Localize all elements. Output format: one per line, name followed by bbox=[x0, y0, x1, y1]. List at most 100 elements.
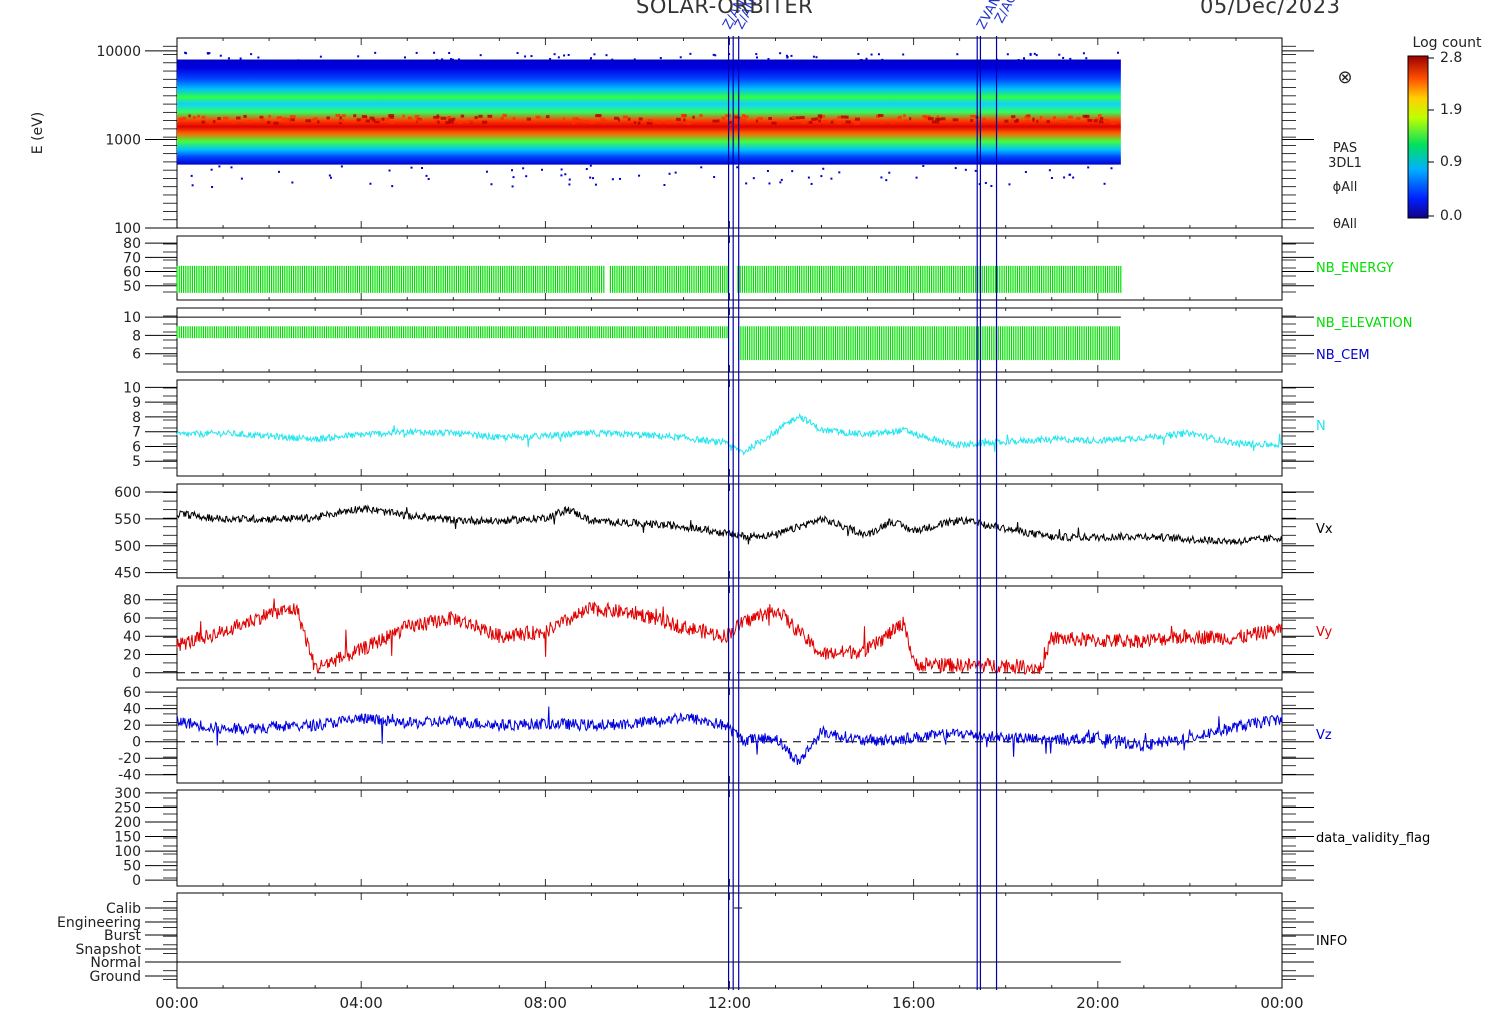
spectrogram-pixel bbox=[201, 115, 206, 119]
spectrogram-pixel bbox=[1093, 119, 1098, 123]
spectrogram-right-label: 3DL1 bbox=[1328, 156, 1362, 171]
spectrogram-pixel bbox=[374, 120, 380, 124]
spectrogram-dot bbox=[812, 55, 815, 58]
spectrogram-dot bbox=[410, 166, 413, 169]
spectrogram-pixel bbox=[389, 115, 394, 119]
time-tick-label: 12:00 bbox=[708, 994, 751, 1012]
spectrogram-dot bbox=[475, 59, 478, 62]
spectrogram-pixel bbox=[821, 119, 828, 123]
spectrogram-pixel bbox=[811, 117, 816, 121]
spectrogram-pixel bbox=[512, 116, 516, 120]
density-tick-label: 8 bbox=[132, 410, 141, 426]
panel-frame-5 bbox=[176, 585, 1283, 681]
spectrogram-pixel bbox=[739, 117, 744, 121]
spectrogram-dot bbox=[291, 181, 294, 184]
spectrogram-pixel bbox=[438, 115, 442, 119]
spectrogram-pixel bbox=[600, 117, 606, 121]
spectrogram-dot bbox=[1082, 52, 1085, 55]
colorbar-tick-label: 0.9 bbox=[1440, 154, 1462, 170]
spectrogram-pixel bbox=[414, 114, 420, 118]
spectrogram-dot bbox=[211, 186, 214, 189]
vy-tick-label: 60 bbox=[123, 611, 141, 627]
spectrogram-right-label: θAll bbox=[1333, 217, 1357, 232]
vz-label: Vz bbox=[1316, 728, 1332, 743]
spectrogram-pixel bbox=[457, 121, 462, 125]
spectrogram-pixel bbox=[259, 115, 264, 119]
spectrogram-dot bbox=[391, 185, 394, 188]
spectrogram-dot bbox=[1006, 53, 1009, 56]
spectrogram-dot bbox=[208, 52, 211, 55]
spectrogram-pixel bbox=[622, 115, 628, 119]
spectrogram-pixel bbox=[845, 115, 849, 119]
spectrogram-pixel bbox=[1036, 119, 1039, 123]
spectrogram-pixel bbox=[733, 114, 738, 118]
spectrogram-dot bbox=[567, 53, 570, 56]
spectrogram-dot bbox=[880, 176, 883, 179]
info-tick-label: Ground bbox=[90, 969, 142, 985]
validity-label: data_validity_flag bbox=[1316, 831, 1430, 846]
spectrogram-pixel bbox=[502, 113, 507, 117]
spectrogram-pixel bbox=[931, 120, 936, 124]
spectrogram-pixel bbox=[854, 117, 860, 121]
spectrogram-dot bbox=[779, 52, 782, 55]
energy-tick-label: 1000 bbox=[105, 132, 141, 148]
spectrogram-dot bbox=[859, 59, 862, 62]
spectrogram-dot bbox=[230, 166, 233, 169]
spectrogram-pixel bbox=[928, 120, 932, 124]
spectrogram-dot bbox=[563, 54, 566, 57]
spectrogram-pixel bbox=[1052, 116, 1057, 120]
spectrogram-dot bbox=[885, 179, 888, 182]
spectrogram-pixel bbox=[817, 117, 821, 121]
nb-cem-label: NB_CEM bbox=[1316, 348, 1370, 363]
density-series-line bbox=[176, 412, 1283, 456]
spectrogram-pixel bbox=[236, 116, 241, 120]
spectrogram-pixel bbox=[572, 117, 579, 121]
spectrogram-dot bbox=[1050, 176, 1053, 179]
vz-series-line bbox=[176, 706, 1283, 765]
spectrogram-dot bbox=[239, 57, 242, 60]
spectrogram-pixel bbox=[583, 119, 589, 123]
spectrogram-pixel bbox=[313, 117, 318, 121]
colorbar-tick-label: 0.0 bbox=[1440, 208, 1462, 224]
spectrogram-dot bbox=[611, 58, 614, 61]
density-tick-label: 6 bbox=[132, 439, 141, 455]
spectrogram-dot bbox=[227, 57, 230, 60]
spectrogram-dot bbox=[592, 177, 595, 180]
spectrogram-dot bbox=[277, 170, 280, 173]
spectrogram-pixel bbox=[434, 118, 439, 122]
spectrogram-pixel bbox=[627, 117, 631, 121]
spectrogram-pixel bbox=[903, 114, 906, 118]
spectrogram-pixel bbox=[673, 120, 676, 124]
spectrogram-dot bbox=[984, 181, 987, 184]
spectrogram-pixel bbox=[448, 120, 454, 124]
spectrogram-pixel bbox=[353, 114, 357, 118]
density-tick-label: 9 bbox=[132, 395, 141, 411]
spectrogram-pixel bbox=[614, 116, 619, 120]
time-tick-label: 00:00 bbox=[155, 994, 198, 1012]
colorbar-tick-label: 1.9 bbox=[1440, 102, 1462, 118]
spectrogram-dot bbox=[1110, 167, 1113, 170]
spectrogram-dot bbox=[425, 174, 428, 177]
spectrogram-pixel bbox=[460, 114, 465, 118]
spectrogram-dot bbox=[881, 58, 884, 61]
spectrogram-pixel bbox=[924, 116, 929, 120]
spectrogram-dot bbox=[219, 54, 222, 57]
spectrogram-dot bbox=[479, 54, 482, 57]
spectrogram-pixel bbox=[837, 115, 841, 119]
spectrogram-pixel bbox=[223, 116, 229, 120]
spectrogram-dot bbox=[1035, 54, 1038, 57]
spectrogram-pixel bbox=[666, 120, 672, 124]
spectrogram-dot bbox=[415, 51, 418, 54]
spectrogram-pixel bbox=[952, 118, 959, 122]
spectrogram-dot bbox=[594, 183, 597, 186]
colorbar bbox=[1407, 55, 1429, 219]
density-label: N bbox=[1316, 419, 1326, 434]
spectrogram-dot bbox=[1033, 52, 1036, 55]
spectrogram-pixel bbox=[721, 116, 726, 120]
spectrogram-pixel bbox=[795, 116, 800, 120]
spectrogram-pixel bbox=[188, 114, 191, 118]
spectrogram-dot bbox=[956, 53, 959, 56]
spectrogram-pixel bbox=[260, 118, 265, 122]
spectrogram-pixel bbox=[734, 118, 740, 122]
spectrogram-dot bbox=[206, 52, 209, 55]
